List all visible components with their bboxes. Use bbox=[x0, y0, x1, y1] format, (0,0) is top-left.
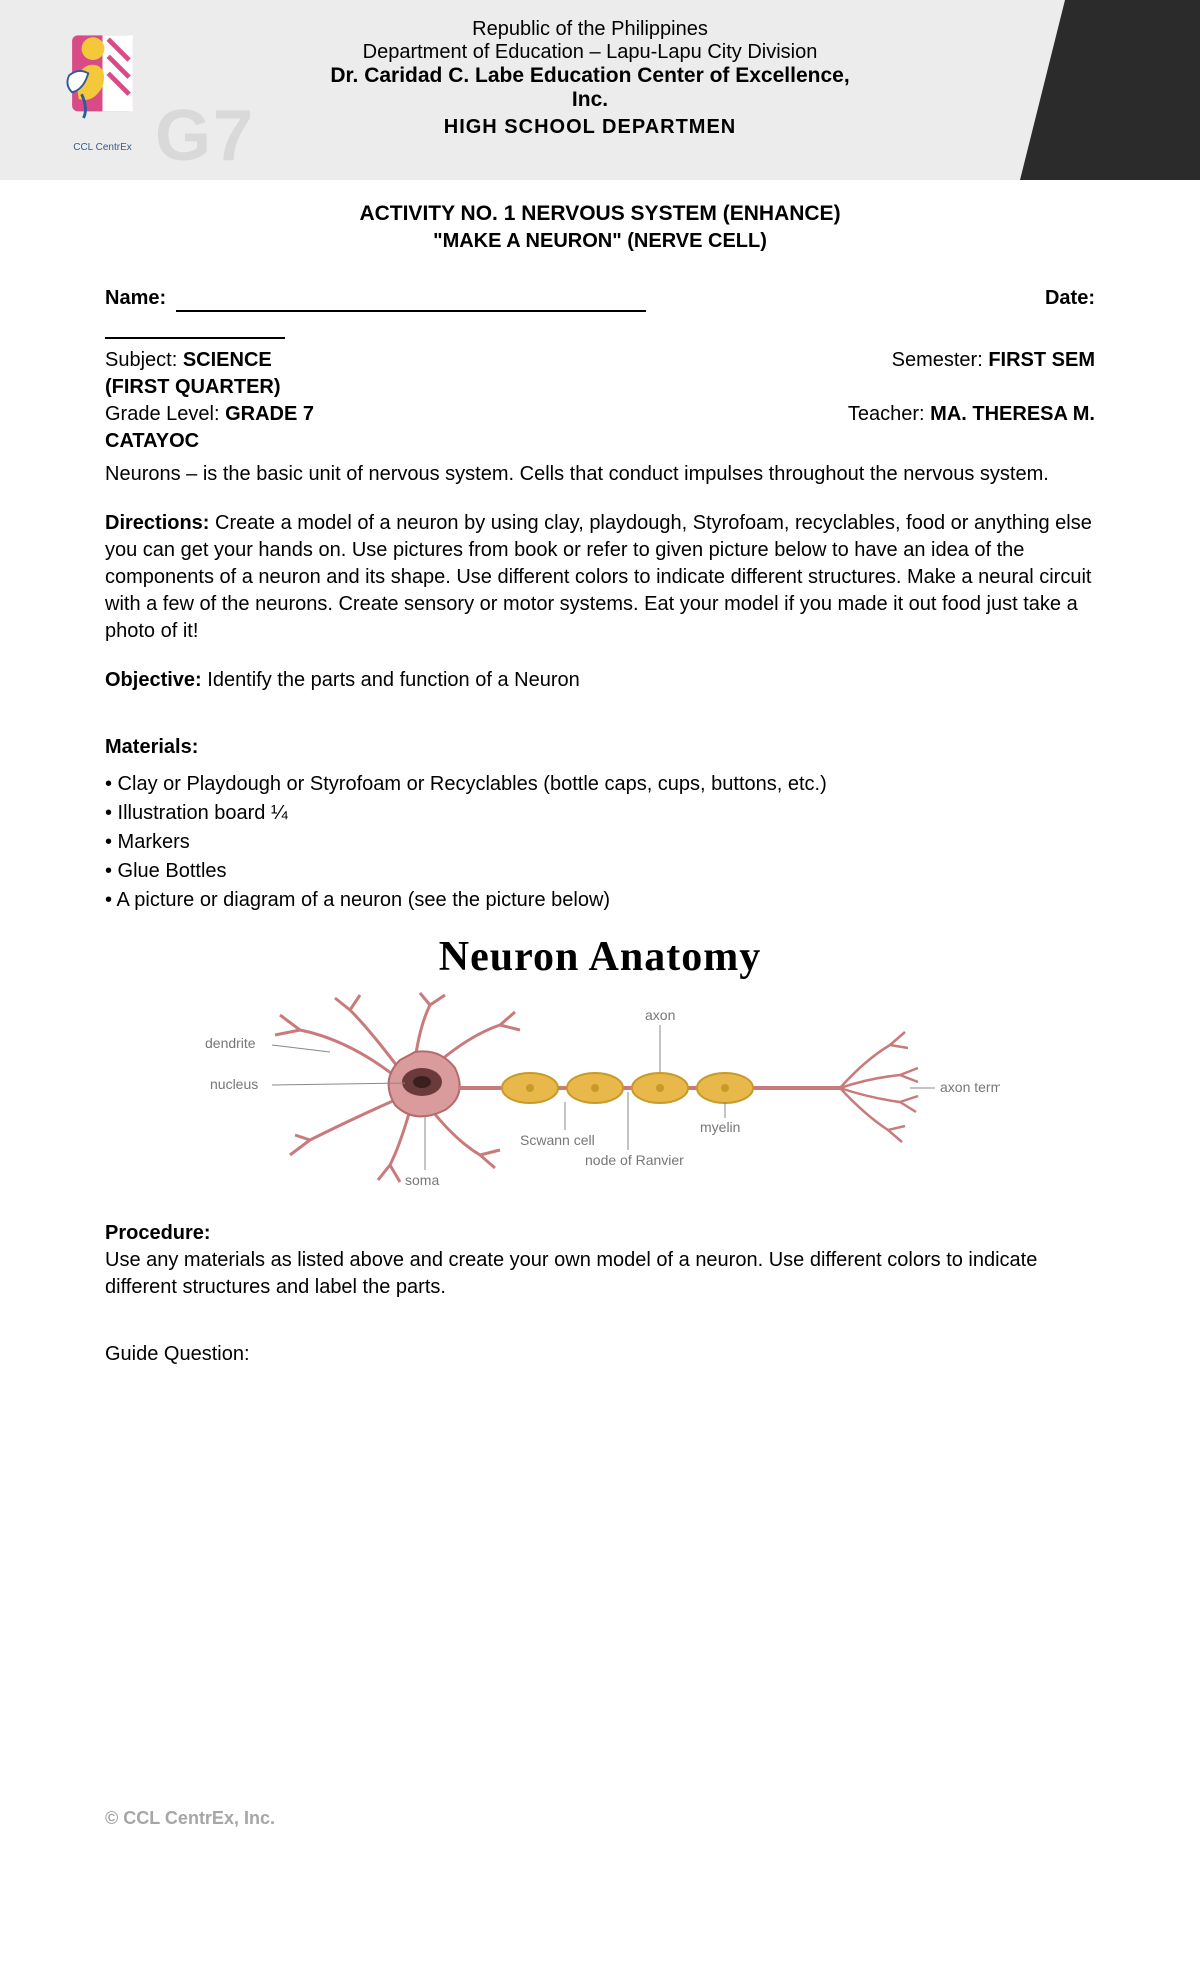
procedure-block: Procedure: Use any materials as listed a… bbox=[105, 1220, 1095, 1301]
semester-value: FIRST SEM bbox=[988, 349, 1095, 371]
material-item: • Clay or Playdough or Styrofoam or Recy… bbox=[105, 771, 1095, 798]
material-item: • A picture or diagram of a neuron (see … bbox=[105, 887, 1095, 914]
grade-value: GRADE 7 bbox=[225, 403, 314, 425]
materials-list: • Clay or Playdough or Styrofoam or Recy… bbox=[105, 771, 1095, 914]
semester-label: Semester: bbox=[892, 349, 989, 371]
neuron-svg: dendrite nucleus soma axon Scwann cell n… bbox=[200, 990, 1000, 1190]
page-body: ACTIVITY NO. 1 NERVOUS SYSTEM (ENHANCE) … bbox=[0, 180, 1200, 1880]
subject-label: Subject: bbox=[105, 349, 183, 371]
header-line-4: Inc. bbox=[160, 88, 1020, 112]
grade-label: Grade Level: bbox=[105, 403, 225, 425]
label-terminal: axon terminal bbox=[940, 1079, 1000, 1095]
label-dendrite: dendrite bbox=[205, 1035, 256, 1051]
directions-label: Directions: bbox=[105, 512, 209, 534]
label-nucleus: nucleus bbox=[210, 1076, 258, 1092]
label-axon: axon bbox=[645, 1007, 675, 1023]
guide-question-label: Guide Question: bbox=[105, 1341, 1095, 1368]
label-myelin: myelin bbox=[700, 1119, 740, 1135]
neuron-diagram: Neuron Anatomy bbox=[200, 929, 1000, 1198]
name-label: Name: bbox=[105, 287, 166, 309]
diagram-title: Neuron Anatomy bbox=[200, 929, 1000, 986]
subject-value: SCIENCE bbox=[183, 349, 272, 371]
teacher-lastname: CATAYOC bbox=[105, 428, 1095, 455]
material-item: • Glue Bottles bbox=[105, 858, 1095, 885]
objective-label: Objective: bbox=[105, 669, 202, 691]
label-soma: soma bbox=[405, 1172, 439, 1188]
activity-title: ACTIVITY NO. 1 NERVOUS SYSTEM (ENHANCE) bbox=[105, 200, 1095, 228]
page-header: G7 CCL CentrEx Republic of the Philippin… bbox=[0, 0, 1200, 180]
teacher-label: Teacher: bbox=[848, 403, 930, 425]
date-label: Date: bbox=[1045, 287, 1095, 309]
header-text-block: Republic of the Philippines Department o… bbox=[40, 18, 1160, 139]
page-footer: © CCL CentrEx, Inc. bbox=[105, 1806, 275, 1830]
activity-subtitle: "MAKE A NEURON" (NERVE CELL) bbox=[105, 228, 1095, 255]
label-schwann: Scwann cell bbox=[520, 1132, 595, 1148]
material-item: • Markers bbox=[105, 829, 1095, 856]
grade-row: Grade Level: GRADE 7 Teacher: MA. THERES… bbox=[105, 401, 1095, 428]
procedure-label: Procedure: bbox=[105, 1220, 1095, 1247]
objective-block: Objective: Identify the parts and functi… bbox=[105, 667, 1095, 694]
logo-caption: CCL CentrEx bbox=[55, 142, 150, 153]
material-item: • Illustration board ¼ bbox=[105, 800, 1095, 827]
teacher-value: MA. THERESA M. bbox=[930, 403, 1095, 425]
directions-block: Directions: Create a model of a neuron b… bbox=[105, 510, 1095, 645]
header-line-1: Republic of the Philippines bbox=[160, 18, 1020, 41]
objective-text: Identify the parts and function of a Neu… bbox=[202, 669, 580, 691]
directions-text: Create a model of a neuron by using clay… bbox=[105, 512, 1092, 642]
date-blank bbox=[105, 337, 285, 339]
materials-label: Materials: bbox=[105, 734, 1095, 761]
quarter-value: (FIRST QUARTER) bbox=[105, 374, 1095, 401]
header-line-3: Dr. Caridad C. Labe Education Center of … bbox=[160, 64, 1020, 88]
subject-row: Subject: SCIENCE Semester: FIRST SEM bbox=[105, 347, 1095, 374]
header-line-2: Department of Education – Lapu-Lapu City… bbox=[160, 41, 1020, 64]
name-date-row: Name: Date: bbox=[105, 285, 1095, 312]
intro-text: Neurons – is the basic unit of nervous s… bbox=[105, 461, 1095, 488]
axon-terminal-shape bbox=[840, 1032, 918, 1142]
header-line-5: HIGH SCHOOL DEPARTMEN bbox=[160, 116, 1020, 139]
label-ranvier: node of Ranvier bbox=[585, 1152, 684, 1168]
procedure-text: Use any materials as listed above and cr… bbox=[105, 1247, 1095, 1301]
